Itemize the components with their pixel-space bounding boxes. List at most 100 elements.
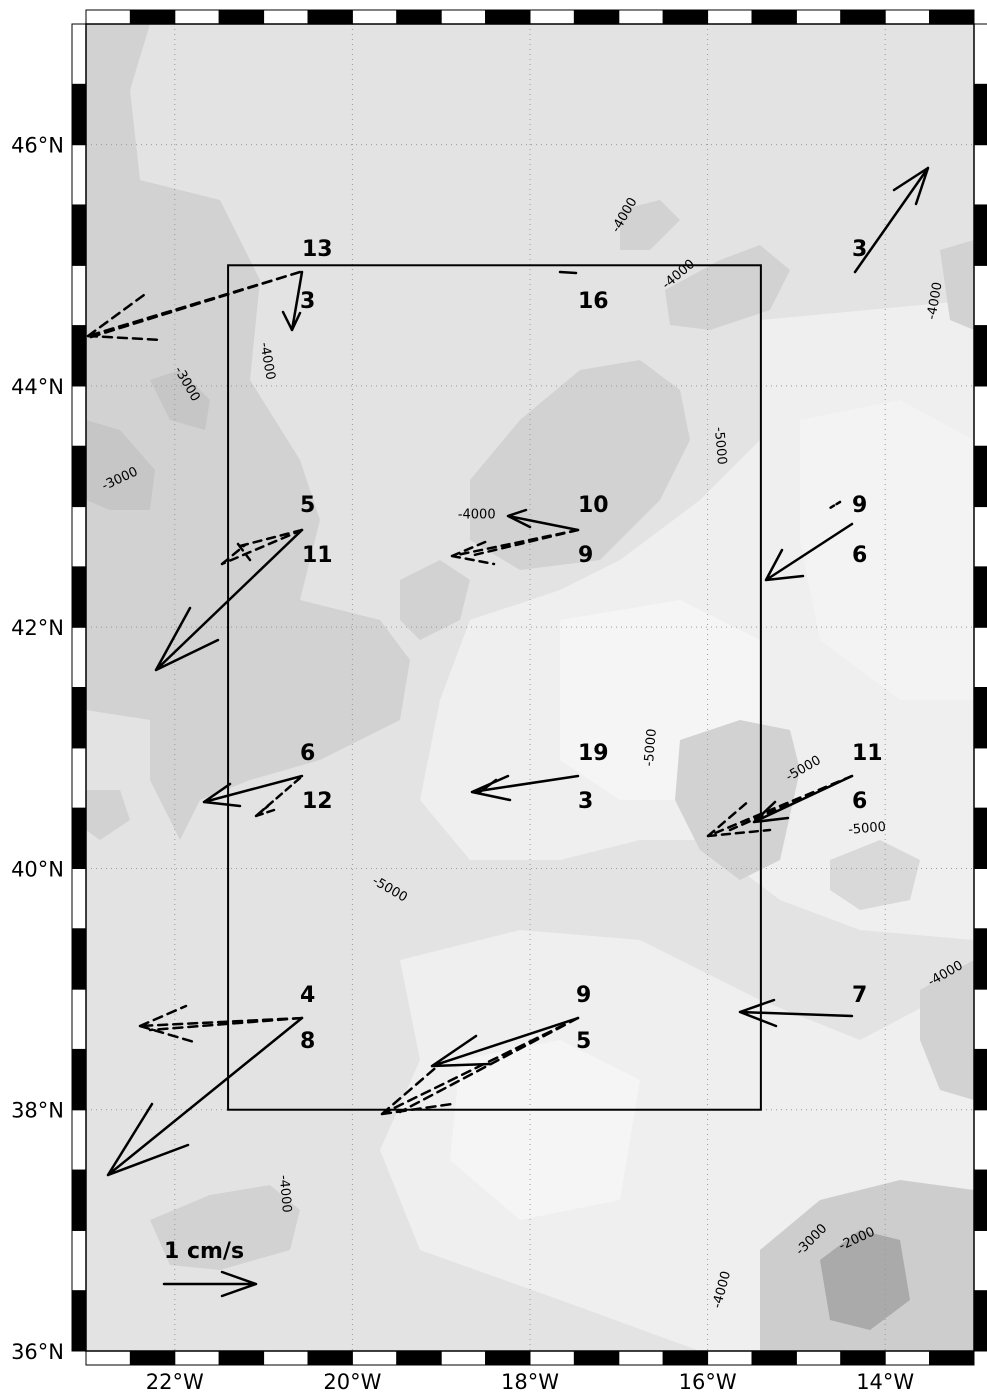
frame-segment: [85, 1350, 131, 1366]
station-7-upper: 6: [300, 741, 315, 766]
lon-tick-label: 16°W: [679, 1370, 737, 1394]
vectors-station-4: [154, 528, 304, 672]
station-8-upper: 19: [578, 741, 609, 766]
frame-segment: [71, 23, 87, 85]
station-labels: 13 3 16 3 5 11 10 9 9 6 6 12 19 3 11 6 4…: [300, 237, 883, 1054]
mean-vector-station-10: [106, 1016, 304, 1177]
frame-segment: [351, 9, 398, 25]
contour-label: -4000: [276, 1174, 294, 1213]
frame-segment: [973, 1229, 987, 1292]
lon-tick-label: 22°W: [146, 1370, 204, 1394]
mean-vector-station-5: [506, 508, 580, 532]
lat-tick-label: 44°N: [11, 375, 64, 399]
frame-segment: [485, 1350, 531, 1366]
axis-labels: 22°W 20°W 18°W 16°W 14°W 36°N 38°N 40°N 42°N 44°N…: [11, 134, 914, 1394]
station-6-lower: 6: [852, 543, 867, 568]
frame-segment: [973, 83, 987, 146]
frame-segment: [71, 988, 87, 1050]
station-7-lower: 12: [302, 789, 333, 814]
frame-segment: [884, 9, 931, 25]
frame-segment: [573, 1350, 620, 1366]
mean-vector-station-4: [154, 528, 304, 672]
lat-tick-label: 40°N: [11, 857, 64, 881]
frame-segment: [529, 1350, 575, 1366]
frame-segment: [396, 1350, 442, 1366]
contour-label: -4000: [458, 508, 496, 523]
mean-vector-station-7: [202, 774, 304, 808]
frame-segment: [71, 385, 87, 447]
contour-label: -5000: [642, 728, 660, 767]
frame-segment: [174, 1350, 220, 1366]
vectors-station-11: [380, 1016, 580, 1116]
frame-segment: [71, 747, 87, 809]
frame-segment: [973, 1048, 987, 1111]
vectors-station-1: [86, 270, 304, 342]
frame-segment: [973, 566, 987, 628]
frame-segment: [751, 9, 797, 25]
frame-segment: [973, 325, 987, 387]
frame-segment: [707, 9, 753, 25]
mean-vector-station-2: [558, 270, 578, 275]
frame-segment: [71, 445, 87, 508]
frame-segment: [795, 1350, 842, 1366]
lat-tick-label: 46°N: [11, 134, 64, 158]
frame-segment: [884, 1350, 931, 1366]
frame-segment: [218, 1350, 265, 1366]
frame-segment: [973, 1109, 987, 1171]
frame-segment: [71, 506, 87, 568]
frame-segment: [71, 1229, 87, 1292]
frame-segment: [751, 1350, 797, 1366]
frame-segment: [307, 1350, 353, 1366]
mean-vector-station-1: [281, 270, 304, 332]
frame-segment: [263, 1350, 309, 1366]
frame-segment: [973, 1169, 987, 1231]
frame-segment: [218, 9, 265, 25]
station-3-lower: 3: [852, 237, 867, 262]
frame-segment: [71, 83, 87, 146]
frame-segment: [973, 23, 987, 85]
frame-segment: [71, 566, 87, 628]
frame-segment: [795, 9, 842, 25]
frame-segment: [129, 9, 176, 25]
frame-segment: [71, 1109, 87, 1171]
frame-segment: [707, 1350, 753, 1366]
frame-segment: [440, 1350, 487, 1366]
frame-segment: [71, 325, 87, 387]
lon-tick-label: 14°W: [856, 1370, 914, 1394]
study-area-box: [227, 264, 762, 1111]
contour-label: -5000: [711, 426, 729, 465]
frame-segment: [71, 626, 87, 689]
plot-border: [85, 23, 975, 1352]
station-10-lower: 8: [300, 1029, 315, 1054]
mean-vector-station-3: [853, 166, 930, 274]
station-11-lower: 5: [576, 1029, 591, 1054]
frame-segment: [662, 1350, 709, 1366]
vectors-station-6: [764, 500, 854, 582]
frame-segment: [973, 988, 987, 1050]
bathymetry-shading: [86, 24, 974, 1351]
frame-segment: [263, 9, 309, 25]
frame-segment: [174, 9, 220, 25]
frame-segment: [973, 1290, 987, 1352]
frame-segment: [929, 1350, 975, 1366]
frame-segment: [973, 747, 987, 809]
mean-vector-station-6: [764, 522, 854, 582]
frame-segment: [71, 1048, 87, 1111]
station-1-upper: 13: [302, 237, 333, 262]
frame-segment: [973, 264, 987, 327]
frame-segment: [71, 687, 87, 749]
station-8-lower: 3: [578, 789, 593, 814]
vectors-station-7: [202, 774, 304, 818]
lat-tick-label: 42°N: [11, 616, 64, 640]
mean-vector-station-9: [752, 774, 854, 824]
frame-segment: [129, 1350, 176, 1366]
contour-label: -4000: [924, 281, 945, 321]
station-1-lower: 3: [300, 289, 315, 314]
lon-tick-label: 18°W: [501, 1370, 559, 1394]
vectors-station-8: [470, 774, 580, 802]
station-11-upper: 9: [576, 983, 591, 1008]
lat-tick-label: 38°N: [11, 1099, 64, 1123]
mean-vector-station-8: [470, 774, 580, 802]
frame-segment: [973, 807, 987, 869]
